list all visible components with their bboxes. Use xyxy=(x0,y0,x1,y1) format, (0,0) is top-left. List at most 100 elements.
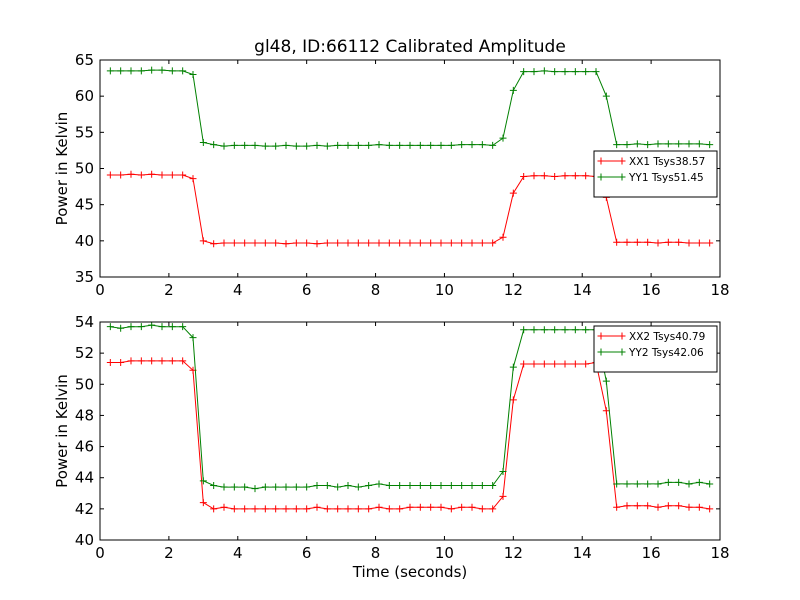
data-point-2-1-6 xyxy=(158,357,166,365)
y-tick-label: 48 xyxy=(75,406,94,424)
data-point-2-1-57 xyxy=(685,503,693,511)
data-point-2-1-45 xyxy=(561,360,569,368)
y-tick-label: 46 xyxy=(75,438,94,456)
data-point-1-2-59 xyxy=(706,141,714,149)
data-point-2-1-2 xyxy=(117,358,125,366)
data-point-2-2-5 xyxy=(148,321,156,329)
data-point-2-2-50 xyxy=(613,480,621,488)
data-point-1-2-25 xyxy=(354,141,362,149)
data-point-1-1-34 xyxy=(447,239,455,247)
data-point-1-2-33 xyxy=(437,141,445,149)
data-point-1-2-53 xyxy=(644,141,652,149)
data-point-2-2-8 xyxy=(179,323,187,331)
data-point-2-1-54 xyxy=(654,503,662,511)
data-point-2-1-34 xyxy=(447,505,455,513)
data-point-1-2-48 xyxy=(592,68,600,76)
data-point-1-2-28 xyxy=(385,141,393,149)
data-point-1-1-31 xyxy=(416,239,424,247)
data-point-2-2-14 xyxy=(241,483,249,491)
data-point-1-2-46 xyxy=(571,68,579,76)
y-tick-label: 44 xyxy=(75,469,94,487)
data-point-2-2-57 xyxy=(685,480,693,488)
data-point-2-1-47 xyxy=(582,360,590,368)
data-point-2-1-46 xyxy=(571,360,579,368)
x-tick-label: 2 xyxy=(164,281,174,299)
data-point-1-1-58 xyxy=(695,239,703,247)
data-point-1-1-50 xyxy=(613,238,621,246)
data-point-1-1-57 xyxy=(685,239,693,247)
data-point-1-1-53 xyxy=(644,238,652,246)
data-point-1-2-4 xyxy=(137,67,145,75)
data-point-1-2-44 xyxy=(551,68,559,76)
top-subplot: 0 2 4 6 8 10 12 14 16 18 35 40 45 50 55 60 65 Power in Ke… xyxy=(53,51,730,299)
data-point-1-2-6 xyxy=(158,66,166,74)
data-point-1-2-31 xyxy=(416,141,424,149)
data-point-1-1-51 xyxy=(623,238,631,246)
y-tick-label: 40 xyxy=(75,232,94,250)
x-tick-label: 0 xyxy=(95,544,105,562)
data-point-2-2-53 xyxy=(644,480,652,488)
data-point-2-2-17 xyxy=(272,483,280,491)
data-point-1-1-23 xyxy=(334,239,342,247)
data-point-1-1-19 xyxy=(292,239,300,247)
data-point-2-2-46 xyxy=(571,326,579,334)
data-point-1-1-16 xyxy=(261,239,269,247)
data-point-2-2-33 xyxy=(437,482,445,489)
data-point-1-1-14 xyxy=(241,239,249,247)
y-tick-label: 35 xyxy=(75,268,94,286)
x-tick-label: 10 xyxy=(435,544,454,562)
legend-marker xyxy=(597,157,605,165)
data-point-1-2-38 xyxy=(489,141,497,149)
data-point-2-1-20 xyxy=(303,505,311,513)
data-point-2-2-40 xyxy=(509,363,517,371)
x-tick-label: 0 xyxy=(95,281,105,299)
data-point-2-2-15 xyxy=(251,485,259,493)
data-point-2-1-18 xyxy=(282,505,290,513)
data-point-1-1-33 xyxy=(437,239,445,247)
data-point-2-2-42 xyxy=(530,326,538,334)
y-tick-label: 55 xyxy=(75,123,94,141)
legend-marker xyxy=(597,332,605,340)
data-point-2-2-10 xyxy=(199,477,207,485)
data-point-2-1-52 xyxy=(633,502,641,510)
data-point-2-2-9 xyxy=(189,334,197,342)
data-point-2-2-43 xyxy=(540,326,548,334)
data-point-1-2-34 xyxy=(447,141,455,149)
data-point-1-1-32 xyxy=(427,239,435,247)
data-point-2-1-3 xyxy=(127,357,135,365)
data-point-1-2-36 xyxy=(468,141,476,149)
data-point-2-2-58 xyxy=(695,478,703,486)
data-point-2-2-55 xyxy=(664,478,672,486)
data-point-2-2-32 xyxy=(427,482,435,489)
data-point-1-2-26 xyxy=(365,141,373,149)
data-point-2-1-43 xyxy=(540,360,548,368)
x-tick-label: 16 xyxy=(642,281,661,299)
data-point-1-2-27 xyxy=(375,141,383,149)
data-point-2-1-16 xyxy=(261,505,269,513)
data-point-1-2-50 xyxy=(613,141,621,149)
data-point-2-1-8 xyxy=(179,357,187,365)
data-point-2-2-13 xyxy=(230,483,238,491)
data-point-2-1-4 xyxy=(137,357,145,365)
data-point-1-1-37 xyxy=(478,239,486,247)
x-tick-label: 16 xyxy=(642,544,661,562)
data-point-2-1-31 xyxy=(416,503,424,511)
data-point-1-1-30 xyxy=(406,239,414,247)
data-point-2-1-15 xyxy=(251,505,259,513)
data-point-1-2-22 xyxy=(323,142,331,150)
data-point-1-1-17 xyxy=(272,239,280,247)
data-point-1-1-5 xyxy=(148,170,156,178)
data-point-1-1-15 xyxy=(251,239,259,247)
data-point-2-1-59 xyxy=(706,505,714,513)
data-point-1-1-41 xyxy=(520,172,528,180)
data-point-1-2-55 xyxy=(664,140,672,148)
data-point-2-1-1 xyxy=(106,358,114,366)
data-point-2-2-20 xyxy=(303,483,311,491)
legend-marker xyxy=(618,348,626,356)
data-point-2-2-41 xyxy=(520,326,528,334)
legend: XX1 Tsys38.57 YY1 Tsys51.45 xyxy=(593,150,718,198)
data-point-2-1-11 xyxy=(210,505,218,513)
data-point-2-2-18 xyxy=(282,483,290,491)
data-point-2-1-12 xyxy=(220,503,228,511)
data-point-1-1-7 xyxy=(168,171,176,179)
